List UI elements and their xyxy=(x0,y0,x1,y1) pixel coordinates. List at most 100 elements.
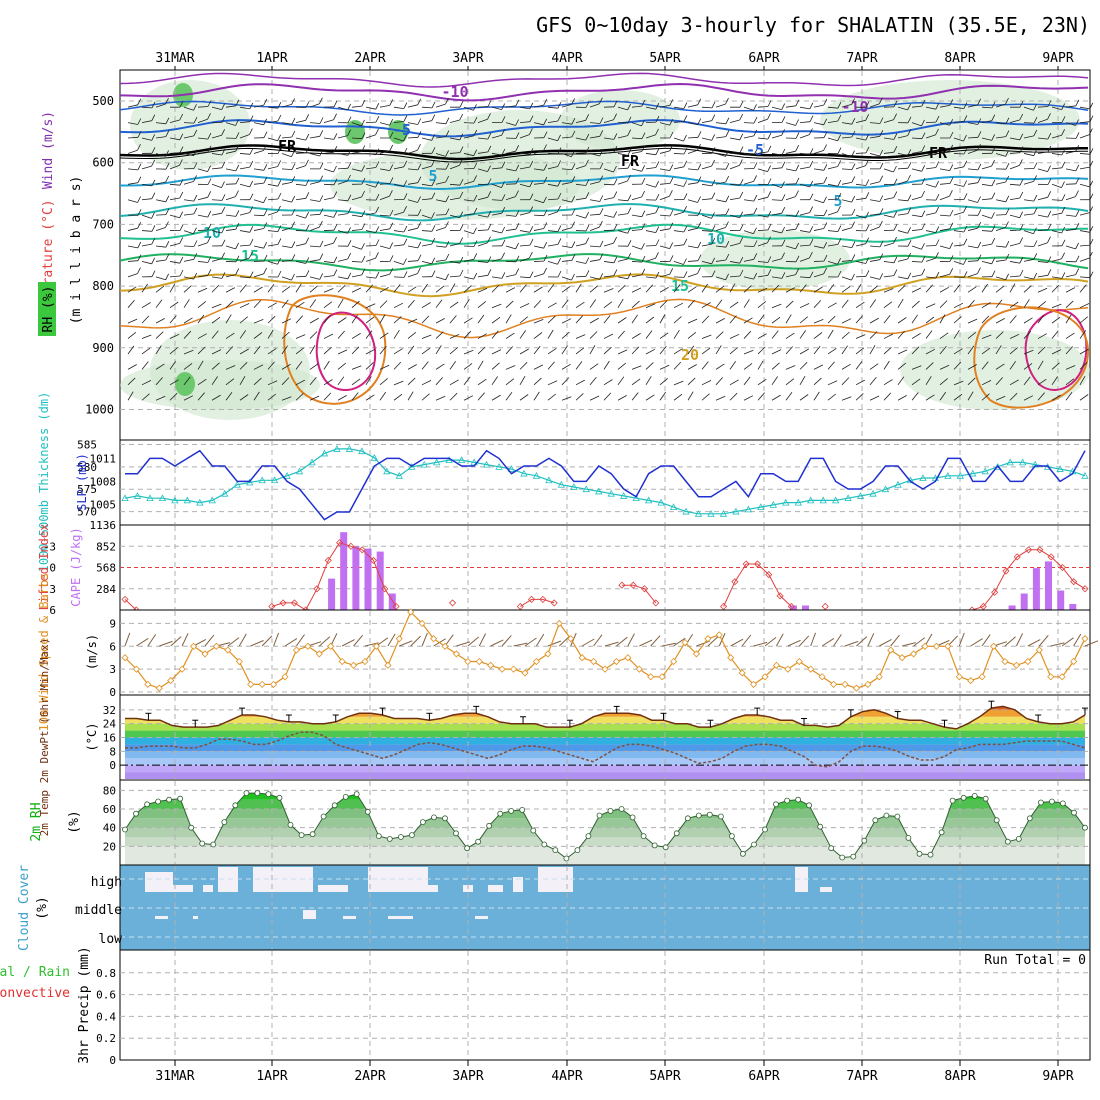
wind-barb xyxy=(823,254,828,262)
thickness-point xyxy=(969,469,977,477)
wind-barb xyxy=(659,183,671,185)
wind-barb xyxy=(211,134,222,139)
wind-barb xyxy=(771,349,782,355)
wind-barb xyxy=(309,103,320,108)
wind-barb xyxy=(1089,271,1094,278)
wind-barb xyxy=(921,210,926,217)
wind-barb xyxy=(659,245,670,249)
wind10m-barb xyxy=(581,638,595,647)
wind-barb xyxy=(711,114,716,121)
wind-barb xyxy=(141,198,152,201)
wind-barb xyxy=(893,269,898,276)
wind-barb xyxy=(491,284,500,293)
wind-barb xyxy=(431,192,436,199)
wind-barb xyxy=(921,255,926,263)
wind-barb xyxy=(127,331,137,339)
rh-point xyxy=(1060,800,1066,807)
wind-barb xyxy=(1037,360,1044,370)
wind-barb xyxy=(599,175,604,182)
wind-barb xyxy=(795,132,800,139)
wind-barb xyxy=(207,236,211,243)
wind-barb xyxy=(281,182,292,185)
wind-barb xyxy=(813,300,822,308)
wind-barb xyxy=(235,119,239,126)
thickness-point xyxy=(133,492,142,499)
wind-barb xyxy=(725,163,730,170)
wind-barb xyxy=(183,199,194,202)
wind10m-point xyxy=(212,642,220,650)
rh-point xyxy=(662,844,669,851)
wind-barb xyxy=(967,391,974,401)
wind-barb xyxy=(1075,255,1080,262)
wind10m-point xyxy=(452,650,460,658)
wind-barb xyxy=(921,119,925,127)
rh-shade xyxy=(700,230,850,290)
wind-barb xyxy=(935,271,940,279)
wind-barb xyxy=(673,121,684,123)
wind-barb xyxy=(435,395,446,401)
wind-barb xyxy=(421,120,432,123)
wind-barb xyxy=(239,134,250,139)
wind-barb xyxy=(281,260,292,262)
wind-barb xyxy=(435,285,445,293)
wind-barb xyxy=(1023,106,1034,111)
wind-barb xyxy=(743,153,754,157)
wind-barb xyxy=(879,175,884,182)
wind-barb xyxy=(1037,346,1046,355)
upper-ylabel-mb: (m i l l i b a r s) xyxy=(69,176,84,325)
wind-barb xyxy=(141,315,150,324)
wind-barb xyxy=(267,166,278,170)
wind-barb xyxy=(585,146,590,154)
wind-barb xyxy=(501,194,506,201)
wind10m-barb xyxy=(490,639,504,647)
rh-point xyxy=(916,850,923,857)
wind10m-point xyxy=(270,680,278,688)
cape-bar xyxy=(1008,605,1016,610)
wind-barb xyxy=(935,226,940,233)
wind-barb xyxy=(757,333,767,339)
wind10m-point xyxy=(841,680,849,688)
wind-barb xyxy=(673,106,684,109)
wind-barb xyxy=(501,239,506,246)
wind-barb xyxy=(547,261,558,265)
wind-barb xyxy=(403,147,408,155)
wind-barb xyxy=(197,229,209,231)
wind10m-point xyxy=(1047,673,1055,681)
cape-bar xyxy=(1069,604,1077,610)
cape-bar xyxy=(1032,568,1040,610)
wind-barb xyxy=(487,256,492,263)
wind-barb xyxy=(617,230,628,234)
wind-barb xyxy=(393,302,404,309)
wind-barb xyxy=(183,106,194,111)
wind-barb xyxy=(393,348,403,355)
wind-barb xyxy=(645,230,656,233)
wind-barb xyxy=(1051,284,1060,293)
wind-barb xyxy=(137,163,142,171)
wind-barb xyxy=(211,199,223,201)
wind-barb xyxy=(543,98,548,106)
wind-barb xyxy=(1047,210,1052,218)
wind-barb xyxy=(183,122,195,124)
wind-barb xyxy=(449,137,460,141)
wind-barb xyxy=(799,257,810,262)
wind-barb xyxy=(823,98,828,106)
wind-barb xyxy=(169,392,178,401)
wind-barb xyxy=(519,303,530,309)
thickness-point xyxy=(270,476,279,484)
thickness-point xyxy=(644,496,653,504)
wind-barb xyxy=(449,165,460,170)
wind10m-barb xyxy=(478,633,487,647)
wind-barb xyxy=(939,364,950,370)
wind10m-point xyxy=(304,642,312,650)
wind-barb xyxy=(169,379,179,386)
wind-barb xyxy=(1065,196,1076,201)
wind-barb xyxy=(365,394,375,401)
cloud-gap xyxy=(303,910,316,919)
wind-barb xyxy=(211,106,222,110)
wind-barb xyxy=(505,346,513,355)
wind-barb xyxy=(1037,274,1048,278)
wind-barb xyxy=(855,197,866,201)
wind-barb xyxy=(267,302,277,309)
